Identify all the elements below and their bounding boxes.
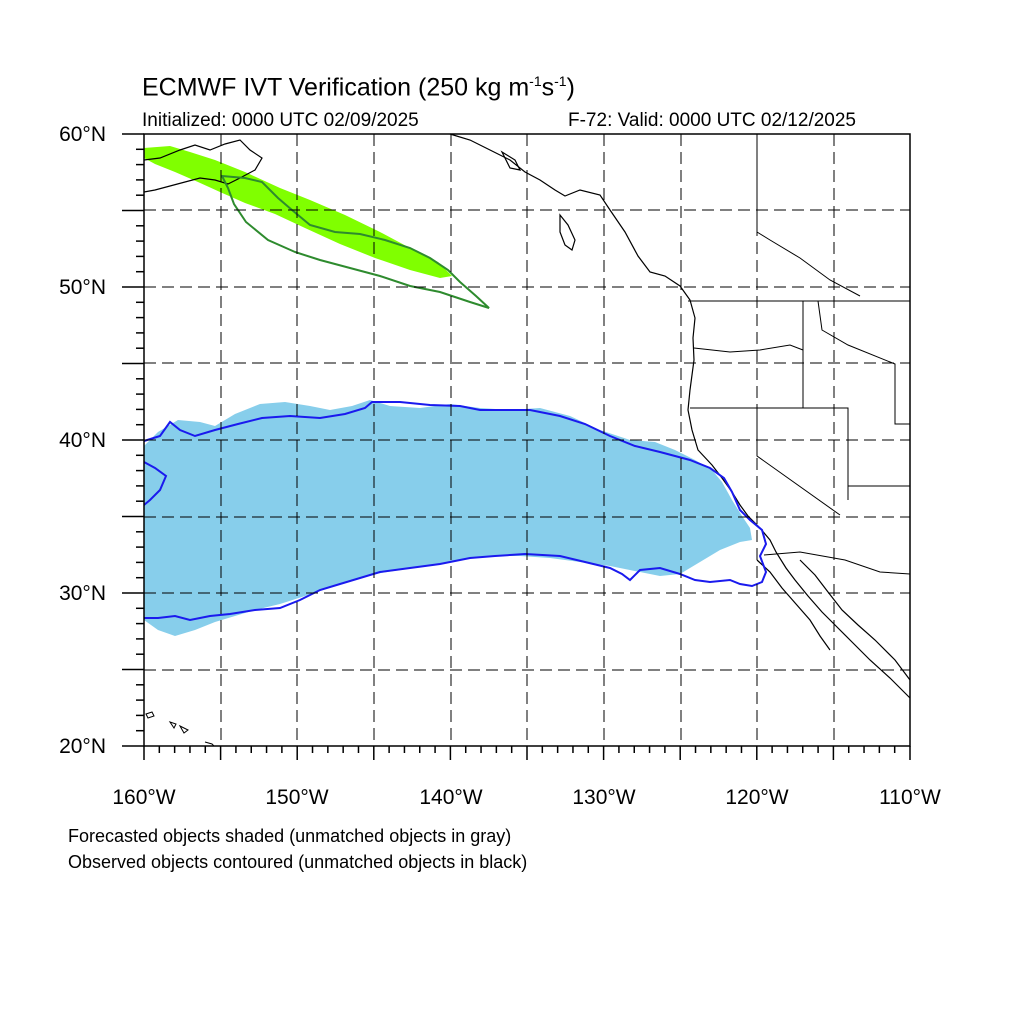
forecast-object-green [144, 146, 452, 278]
lon-label-130w: 130°W [572, 786, 636, 809]
lon-label-110w: 110°W [879, 786, 941, 809]
lon-label-150w: 150°W [265, 786, 329, 809]
observed-contour-green [220, 174, 490, 309]
forecast-legend-note: Forecasted objects shaded (unmatched obj… [68, 826, 512, 846]
observed-legend-note: Observed objects contoured (unmatched ob… [68, 852, 528, 872]
lat-label-60: 60°N [59, 123, 106, 146]
lat-label-20: 20°N [59, 735, 106, 758]
init-time: Initialized: 0000 UTC 02/09/2025 [142, 110, 419, 131]
lon-label-160w: 160°W [112, 786, 176, 809]
hawaii-islands [145, 711, 215, 747]
map-frame [143, 133, 911, 747]
map-title: ECMWF IVT Verification (250 kg m-1s-1) [142, 73, 575, 102]
tick-marks [122, 133, 911, 760]
observed-contour-blue [143, 401, 768, 622]
forecast-object-blue [144, 400, 752, 636]
lon-label-140w: 140°W [419, 786, 483, 809]
lat-label-30: 30°N [59, 582, 106, 605]
coastline [143, 133, 911, 699]
gridlines [144, 134, 910, 746]
valid-time: F-72: Valid: 0000 UTC 02/12/2025 [568, 110, 856, 131]
lat-label-40: 40°N [59, 429, 106, 452]
lon-label-120w: 120°W [725, 786, 789, 809]
lat-label-50: 50°N [59, 276, 106, 299]
